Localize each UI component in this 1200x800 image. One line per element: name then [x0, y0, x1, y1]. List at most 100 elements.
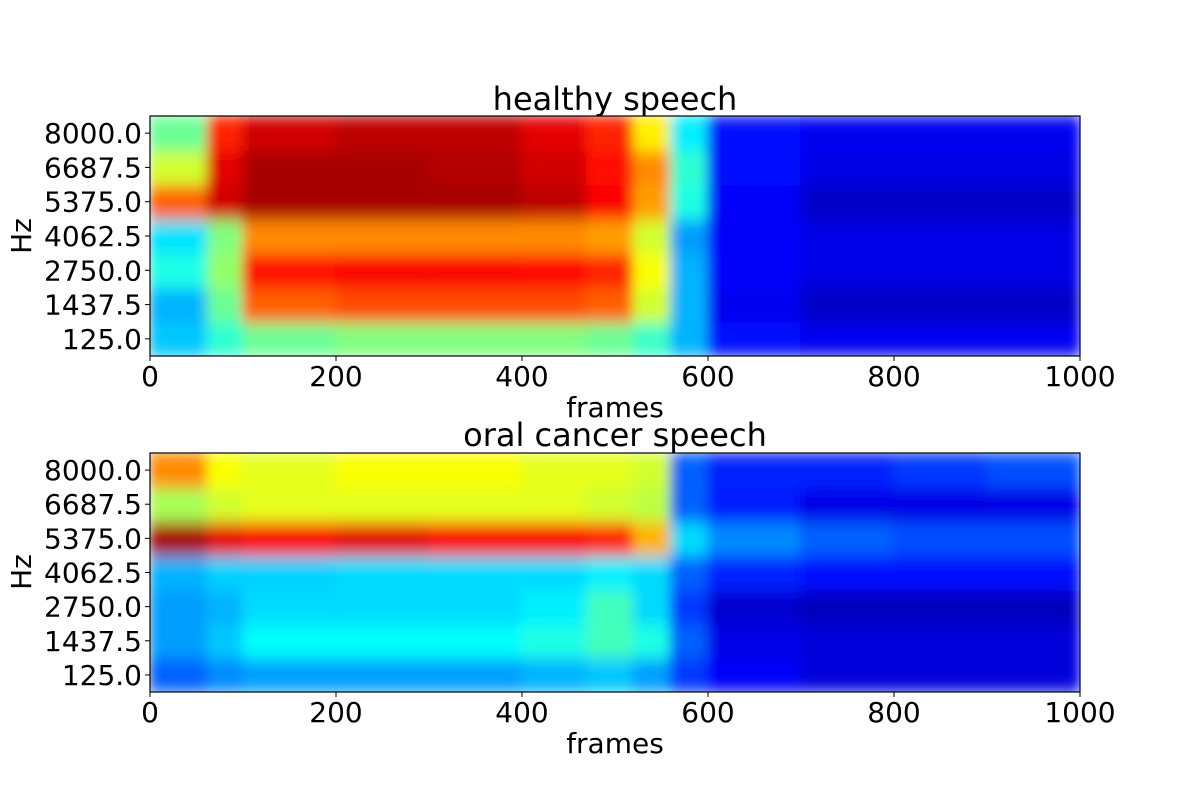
- heatmap-cell: [521, 554, 589, 591]
- heatmap-cell: [242, 320, 337, 356]
- y-tick-label: 125.0: [62, 659, 142, 692]
- heatmap-cell: [986, 588, 1080, 625]
- heatmap-cell: [986, 217, 1080, 255]
- heatmap-cell: [428, 320, 523, 356]
- heatmap-cell: [707, 320, 802, 356]
- heatmap-cell: [707, 622, 802, 659]
- heatmap-cell: [150, 520, 209, 557]
- heatmap-cell: [707, 486, 802, 523]
- heatmap-cell: [707, 453, 802, 489]
- heatmap-cell: [707, 217, 802, 255]
- y-tick-label: 1437.5: [44, 289, 142, 322]
- heatmap-cells-healthy: [150, 116, 1080, 356]
- heatmap-cell: [586, 520, 635, 557]
- heatmap-cell: [707, 520, 802, 557]
- heatmap-cell: [521, 588, 589, 625]
- heatmap-cell: [335, 554, 430, 591]
- heatmap-cell: [335, 656, 430, 692]
- heatmap-cell: [669, 116, 709, 152]
- heatmap-cell: [586, 486, 635, 523]
- heatmap-cell: [521, 183, 589, 220]
- heatmap-cell: [669, 252, 709, 289]
- heatmap-cell: [707, 149, 802, 186]
- heatmap-cell: [206, 486, 244, 523]
- heatmap-cell: [986, 486, 1080, 523]
- x-axis-ticks-healthy: 0 200 400 600 800 1000: [141, 356, 1116, 393]
- x-tick-label: 800: [867, 696, 920, 729]
- heatmap-cell: [893, 183, 988, 220]
- heatmap-cell: [150, 453, 209, 489]
- heatmap-cell: [428, 453, 523, 489]
- heatmap-cell: [707, 656, 802, 692]
- heatmap-cell: [428, 217, 523, 255]
- y-tick-label: 2750.0: [44, 591, 142, 624]
- heatmap-cell: [335, 116, 430, 152]
- heatmap-cell: [707, 116, 802, 152]
- heatmap-cell: [893, 588, 988, 625]
- heatmap-cell: [335, 453, 430, 489]
- heatmap-cell: [335, 149, 430, 186]
- heatmap-cell: [428, 588, 523, 625]
- heatmap-cell: [707, 554, 802, 591]
- heatmap-cell: [428, 622, 523, 659]
- heatmap-cell: [893, 520, 988, 557]
- x-tick-label: 1000: [1044, 360, 1115, 393]
- heatmap-cell: [242, 656, 337, 692]
- heatmap-cell: [242, 486, 337, 523]
- heatmap-cell: [669, 149, 709, 186]
- heatmap-cell: [586, 588, 635, 625]
- heatmap-cell: [335, 486, 430, 523]
- heatmap-cell: [800, 622, 895, 659]
- y-tick-label: 8000.0: [44, 117, 142, 150]
- heatmap-cell: [150, 286, 209, 323]
- heatmap-cell: [206, 520, 244, 557]
- y-tick-label: 5375.0: [44, 522, 142, 555]
- heatmap-cell: [586, 286, 635, 323]
- heatmap-cell: [150, 320, 209, 356]
- heatmap-cell: [206, 116, 244, 152]
- heatmap-cell: [632, 217, 672, 255]
- heatmap-cell: [632, 622, 672, 659]
- heatmap-cell: [335, 622, 430, 659]
- x-tick-label: 0: [141, 696, 159, 729]
- heatmap-cell: [206, 252, 244, 289]
- heatmap-cell: [206, 453, 244, 489]
- heatmap-cell: [669, 286, 709, 323]
- heatmap-cell: [242, 116, 337, 152]
- heatmap-cell: [206, 183, 244, 220]
- heatmap-cell: [669, 622, 709, 659]
- heatmap-cell: [986, 554, 1080, 591]
- heatmap-cell: [521, 486, 589, 523]
- heatmap-cell: [632, 453, 672, 489]
- heatmap-cell: [800, 588, 895, 625]
- heatmap-cell: [586, 252, 635, 289]
- heatmap-cell: [893, 252, 988, 289]
- heatmap-cell: [800, 183, 895, 220]
- heatmap-cell: [986, 286, 1080, 323]
- heatmap-cell: [800, 217, 895, 255]
- panel-oral-cancer: oral cancer speech 0 200 400 600 800 1000 125…: [5, 416, 1116, 760]
- y-tick-label: 1437.5: [44, 625, 142, 658]
- heatmap-cell: [428, 116, 523, 152]
- heatmap-cell: [800, 656, 895, 692]
- heatmap-cells-oral-cancer: [150, 453, 1080, 692]
- heatmap-cell: [206, 656, 244, 692]
- heatmap-cell: [669, 656, 709, 692]
- heatmap-cell: [150, 149, 209, 186]
- x-tick-label: 200: [309, 696, 362, 729]
- heatmap-cell: [428, 520, 523, 557]
- y-tick-label: 4062.5: [44, 220, 142, 253]
- y-tick-label: 5375.0: [44, 186, 142, 219]
- heatmap-cell: [669, 554, 709, 591]
- heatmap-cell: [335, 183, 430, 220]
- heatmap-cell: [986, 453, 1080, 489]
- heatmap-cell: [893, 453, 988, 489]
- heatmap-cell: [632, 486, 672, 523]
- heatmap-cell: [586, 183, 635, 220]
- heatmap-cell: [893, 622, 988, 659]
- chart-title-healthy: healthy speech: [493, 80, 738, 118]
- heatmap-cell: [986, 656, 1080, 692]
- heatmap-cell: [150, 252, 209, 289]
- heatmap-cell: [632, 554, 672, 591]
- heatmap-cell: [586, 453, 635, 489]
